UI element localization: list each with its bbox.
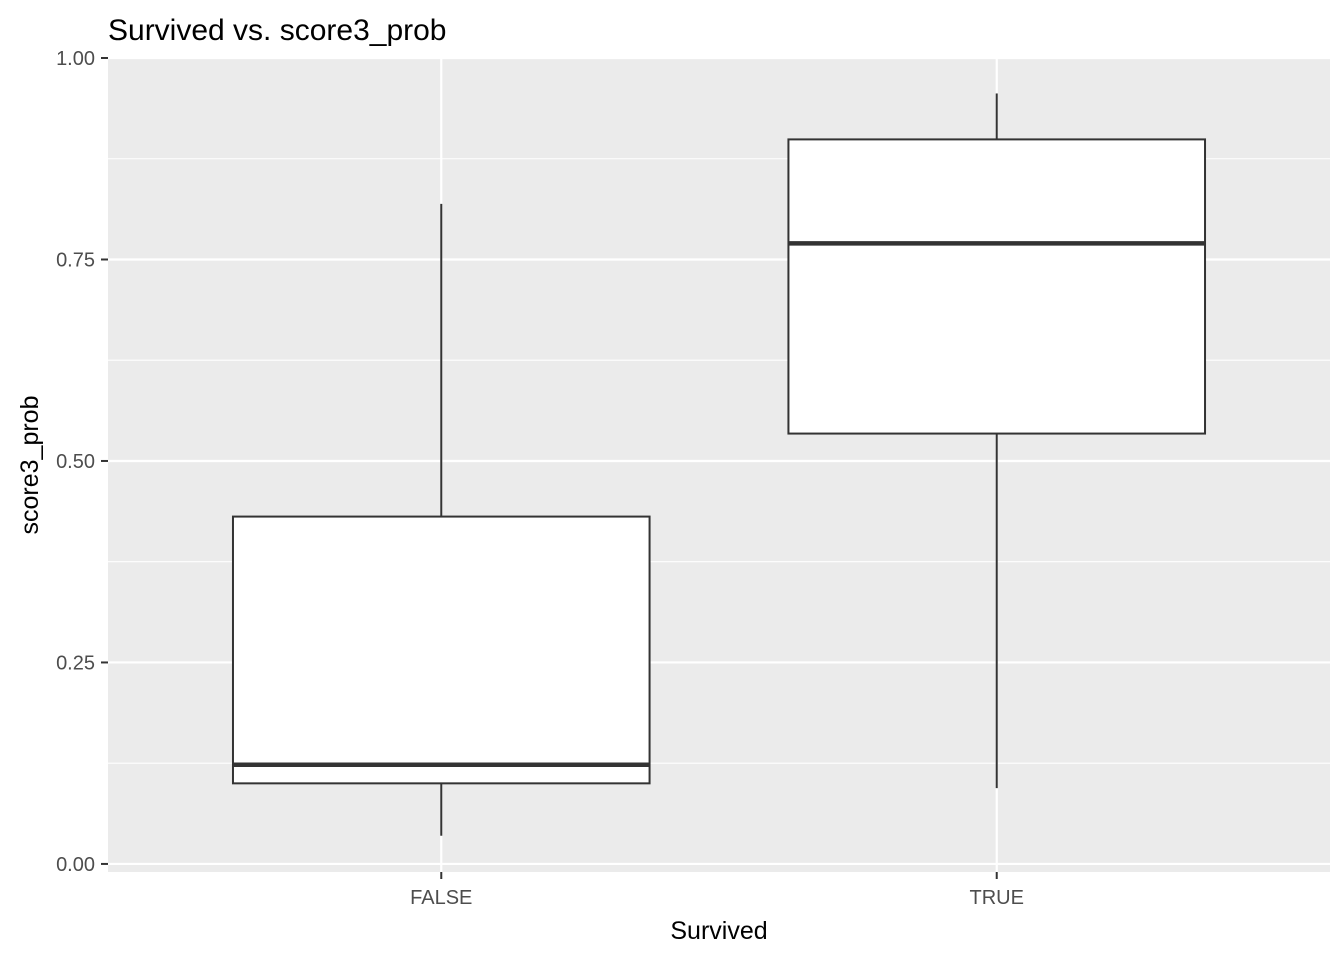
x-axis-title: Survived bbox=[670, 917, 767, 945]
y-tick-label-3: 0.75 bbox=[56, 249, 95, 271]
y-tick-label-4: 1.00 bbox=[56, 48, 95, 70]
iqr-box-false bbox=[231, 515, 651, 785]
y-tick-label-0: 0.00 bbox=[56, 854, 95, 876]
box-true bbox=[787, 93, 1207, 789]
axes: 0.00 0.25 0.50 0.75 1.00 FALSE TRUE bbox=[56, 48, 1024, 909]
boxes bbox=[231, 93, 1207, 836]
y-tick-label-2: 0.50 bbox=[56, 451, 95, 473]
box-false bbox=[231, 203, 651, 836]
chart-title: Survived vs. score3_prob bbox=[108, 14, 447, 47]
y-tick-label-1: 0.25 bbox=[56, 652, 95, 674]
iqr-box-true bbox=[787, 138, 1207, 435]
x-tick-label-false: FALSE bbox=[410, 887, 472, 909]
x-tick-label-true: TRUE bbox=[970, 887, 1024, 909]
y-axis-title: score3_prob bbox=[16, 396, 44, 535]
